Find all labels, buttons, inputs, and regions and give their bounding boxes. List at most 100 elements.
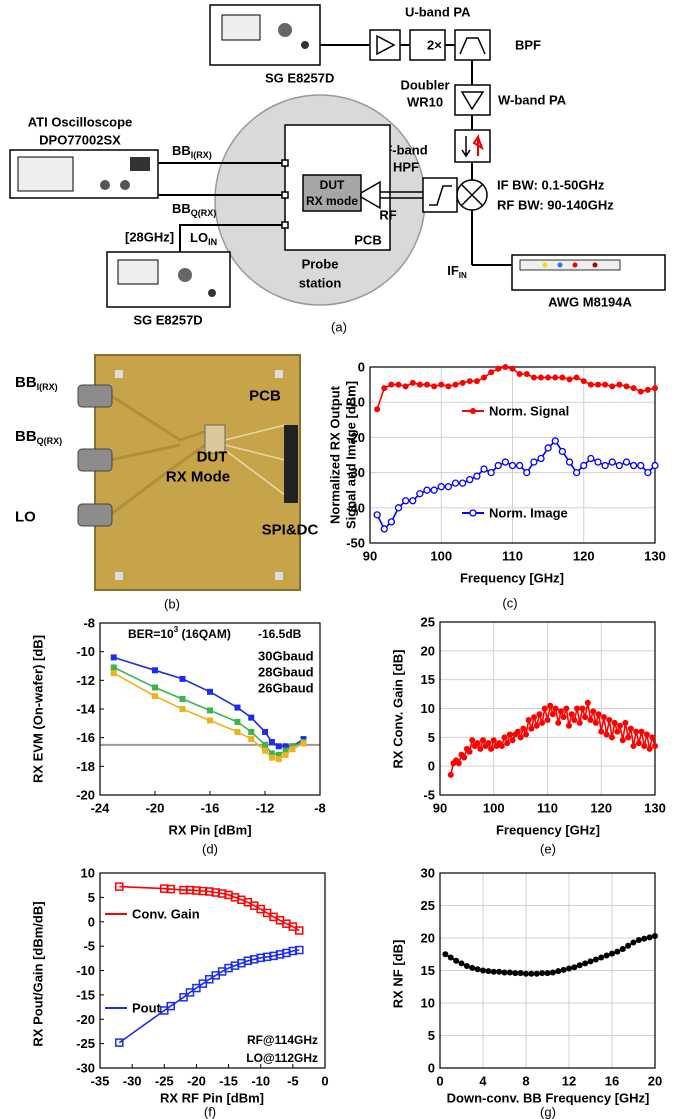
marker — [644, 468, 652, 477]
marker — [558, 447, 567, 456]
x-tick-label: 90 — [363, 549, 377, 564]
led — [542, 262, 548, 268]
marker — [547, 702, 554, 709]
marker — [643, 731, 650, 738]
marker — [506, 969, 513, 976]
connector — [77, 503, 113, 527]
marker — [517, 970, 524, 977]
marker — [207, 707, 213, 714]
screw — [115, 370, 123, 378]
marker — [608, 458, 616, 466]
marker — [549, 711, 556, 718]
y-tick-label: -18 — [76, 759, 95, 774]
marker — [431, 383, 438, 390]
marker — [514, 728, 521, 735]
marker — [629, 461, 638, 470]
marker — [595, 711, 602, 718]
marker — [268, 738, 275, 745]
label: BPF — [515, 38, 541, 53]
marker — [470, 408, 476, 414]
marker — [502, 364, 509, 370]
marker — [537, 454, 545, 463]
marker — [275, 756, 282, 763]
label-main: BB — [172, 143, 191, 158]
marker — [381, 385, 388, 392]
y-tick-label: 5 — [428, 730, 435, 745]
marker — [416, 381, 423, 388]
y-tick-label: -16 — [76, 730, 95, 745]
marker — [179, 695, 186, 702]
y-tick-label: 20 — [421, 931, 435, 946]
marker — [416, 490, 424, 498]
marker — [531, 714, 538, 721]
marker — [552, 705, 559, 712]
marker — [480, 465, 488, 473]
x-tick-label: 90 — [433, 801, 447, 816]
label: DUT — [197, 449, 228, 466]
marker — [523, 371, 530, 378]
y-tick-label: 10 — [81, 866, 95, 881]
y-tick-label: -10 — [76, 963, 95, 978]
marker — [459, 379, 466, 386]
marker — [544, 444, 552, 452]
marker — [402, 383, 409, 390]
marker — [110, 654, 117, 661]
marker — [559, 374, 566, 381]
annotation-text: BER=10 — [128, 627, 174, 641]
x-tick-label: -25 — [155, 1074, 174, 1089]
marker — [295, 945, 304, 955]
y-tick-label: -20 — [76, 1012, 95, 1027]
marker — [262, 728, 268, 735]
marker — [528, 970, 535, 977]
label: [28GHz] — [125, 230, 174, 245]
x-tick-label: -30 — [123, 1074, 142, 1089]
marker — [152, 693, 158, 700]
legend-label: Conv. Gain — [132, 907, 200, 922]
connector — [77, 384, 113, 408]
marker — [523, 468, 531, 477]
isolator-symbol — [472, 133, 484, 156]
marker — [627, 725, 634, 732]
y-tick-label: -10 — [346, 395, 365, 410]
marker — [582, 714, 589, 721]
y-tick-label: 25 — [421, 615, 435, 630]
marker — [474, 740, 481, 747]
marker — [409, 379, 416, 386]
label-main: BB — [172, 201, 191, 216]
series-line — [376, 366, 656, 410]
screw — [115, 572, 123, 580]
label: Probe — [302, 257, 339, 272]
x-tick-label: -10 — [251, 1074, 270, 1089]
x-tick-label: 130 — [644, 549, 666, 564]
label: ATI Oscilloscope — [28, 115, 133, 130]
trace — [109, 393, 211, 517]
marker — [295, 926, 304, 935]
marker — [592, 956, 599, 963]
wire — [179, 224, 282, 252]
marker — [539, 719, 546, 726]
marker — [576, 962, 583, 969]
header — [284, 425, 298, 503]
marker — [582, 960, 589, 967]
marker — [477, 745, 484, 752]
knob — [178, 268, 192, 282]
caption: (g) — [540, 1105, 556, 1119]
x-tick-label: 120 — [590, 801, 612, 816]
marker — [509, 737, 516, 744]
marker — [152, 667, 158, 674]
label: IFIN — [447, 263, 467, 280]
marker — [275, 743, 282, 750]
marker — [474, 966, 481, 973]
y-tick-label: -50 — [346, 536, 365, 551]
marker — [644, 386, 651, 393]
marker — [282, 747, 289, 754]
marker — [614, 728, 621, 735]
marker — [469, 964, 476, 971]
y-tick-label: -5 — [423, 788, 435, 803]
filter-symbol — [429, 185, 452, 206]
chart-texts: Normalized RX Output Signal and Image [d… — [31, 381, 650, 1119]
y-axis-label: RX EVM (On-wafer) [dB] — [31, 635, 46, 783]
marker — [394, 504, 403, 512]
marker — [566, 376, 573, 383]
marker — [504, 740, 511, 747]
